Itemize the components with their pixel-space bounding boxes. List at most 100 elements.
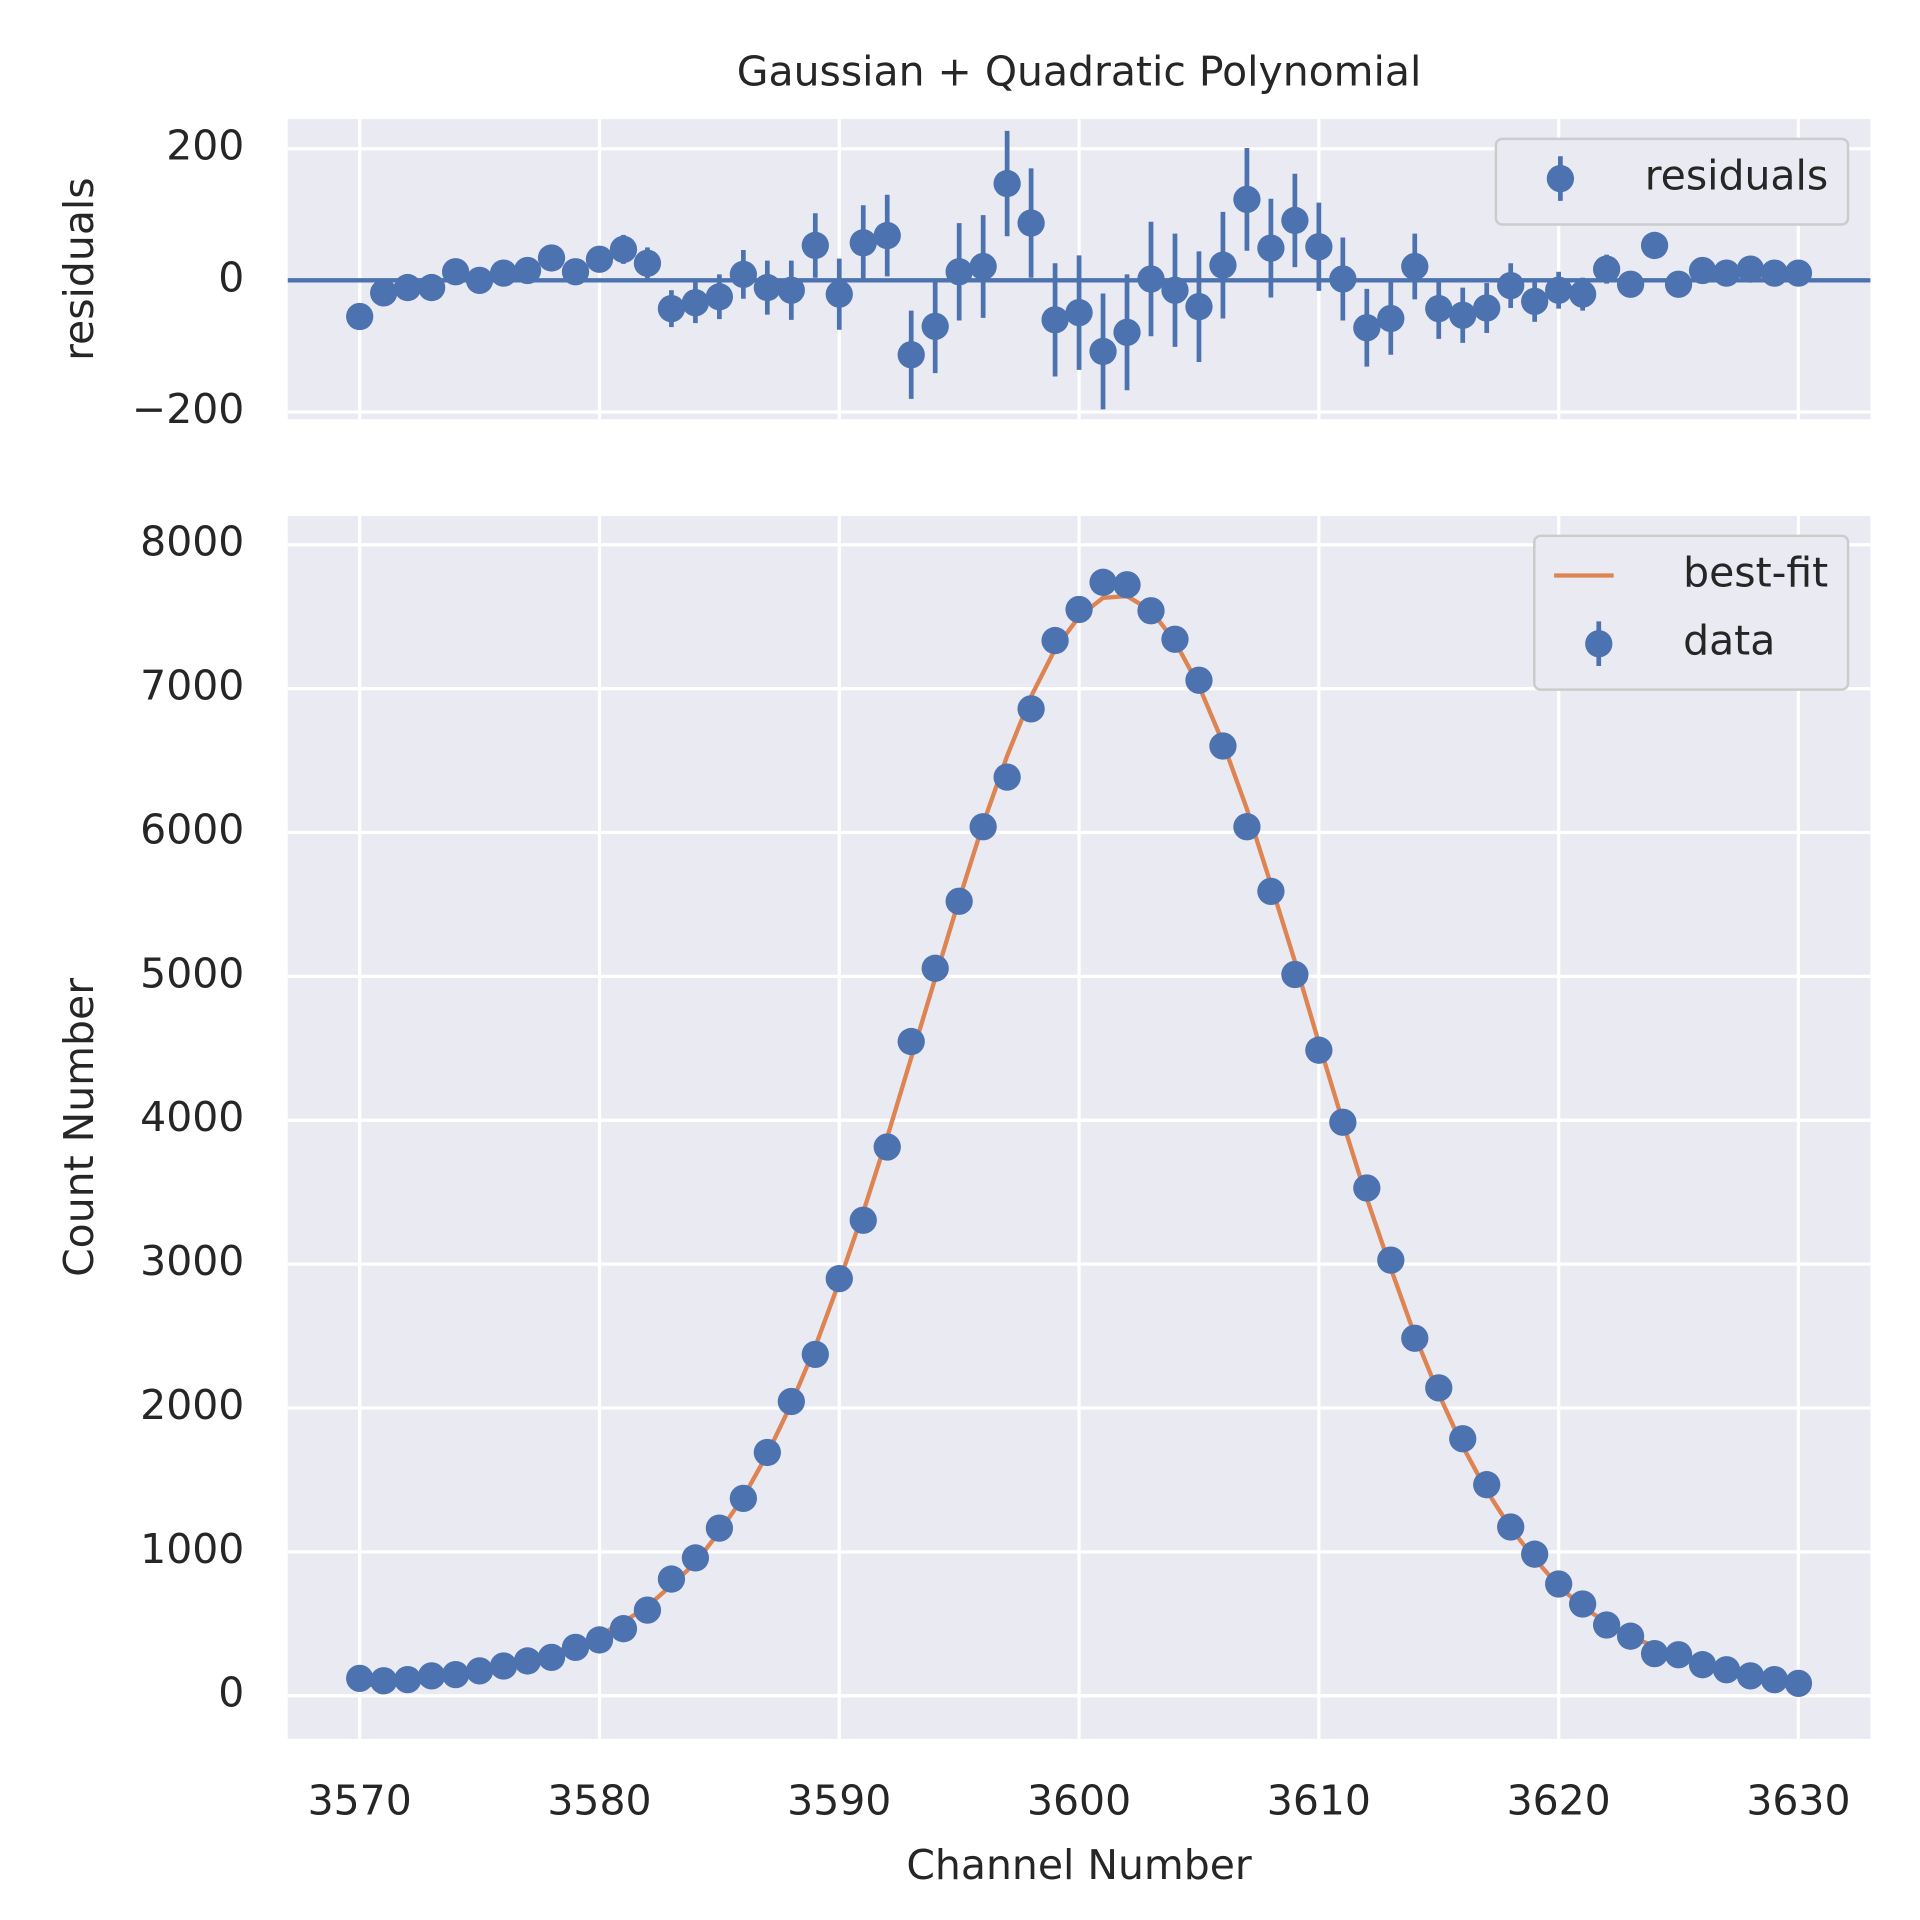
data-point bbox=[1545, 1570, 1573, 1598]
data-point bbox=[1545, 276, 1573, 304]
data-point bbox=[993, 169, 1021, 198]
data-point bbox=[1329, 265, 1357, 293]
data-point bbox=[513, 256, 542, 285]
data-point bbox=[1281, 960, 1309, 989]
y-tick-label: 0 bbox=[218, 1669, 244, 1717]
data-point bbox=[537, 244, 566, 272]
data-point bbox=[1257, 877, 1285, 905]
data-point bbox=[561, 258, 590, 286]
data-point bbox=[513, 1647, 542, 1675]
data-point bbox=[921, 312, 949, 341]
data-point bbox=[609, 235, 638, 264]
data-point bbox=[609, 1615, 638, 1643]
data-point bbox=[1089, 337, 1117, 366]
y-tick-label: 8000 bbox=[140, 518, 244, 566]
data-point bbox=[969, 252, 997, 281]
legend-swatch bbox=[1546, 164, 1575, 193]
data-point bbox=[753, 1438, 781, 1467]
data-point bbox=[417, 1662, 446, 1690]
data-point bbox=[1425, 294, 1453, 323]
legend-swatch bbox=[1585, 630, 1613, 658]
data-point bbox=[1401, 1324, 1429, 1352]
data-point bbox=[1664, 270, 1693, 298]
legend-label: best-fit bbox=[1683, 549, 1828, 597]
y-tick-label: 1000 bbox=[140, 1525, 244, 1573]
data-point bbox=[1568, 280, 1597, 308]
data-point bbox=[585, 245, 614, 273]
y-tick-label: 6000 bbox=[140, 805, 244, 853]
data-point bbox=[1736, 255, 1765, 283]
data-point bbox=[897, 341, 925, 369]
data-point bbox=[1784, 1669, 1813, 1698]
y-tick-label: 0 bbox=[218, 253, 244, 301]
data-point bbox=[370, 1667, 398, 1695]
data-point bbox=[1401, 252, 1429, 281]
data-point bbox=[1017, 209, 1045, 237]
data-point bbox=[1137, 265, 1165, 293]
data-point bbox=[1137, 597, 1165, 625]
data-point bbox=[801, 231, 829, 260]
chart-title: Gaussian + Quadratic Polynomial bbox=[737, 47, 1422, 95]
data-point bbox=[1233, 185, 1261, 214]
data-point bbox=[657, 294, 686, 323]
data-point bbox=[825, 1265, 853, 1293]
data-point bbox=[1521, 287, 1549, 316]
data-point bbox=[1473, 294, 1501, 322]
data-point bbox=[1041, 626, 1069, 655]
x-tick-label: 3590 bbox=[787, 1776, 891, 1824]
data-point bbox=[849, 229, 877, 257]
data-point bbox=[945, 887, 973, 915]
data-point bbox=[1592, 255, 1621, 283]
legend-label: data bbox=[1683, 617, 1775, 665]
data-point bbox=[897, 1027, 925, 1056]
y-tick-label: 2000 bbox=[140, 1381, 244, 1429]
data-point bbox=[465, 1657, 494, 1685]
data-point bbox=[1041, 306, 1069, 334]
data-point bbox=[1233, 813, 1261, 841]
data-point bbox=[1089, 568, 1117, 596]
data-point bbox=[1281, 206, 1309, 235]
x-tick-label: 3630 bbox=[1746, 1776, 1850, 1824]
data-point bbox=[489, 259, 518, 287]
data-point bbox=[633, 1596, 662, 1624]
data-point bbox=[1305, 233, 1333, 261]
y-tick-label: 3000 bbox=[140, 1237, 244, 1285]
data-point bbox=[657, 1565, 686, 1593]
data-point bbox=[1305, 1036, 1333, 1064]
data-point bbox=[1065, 595, 1093, 624]
x-tick-label: 3610 bbox=[1267, 1776, 1371, 1824]
data-point bbox=[1640, 231, 1669, 260]
data-point bbox=[1257, 234, 1285, 262]
data-point bbox=[705, 1514, 734, 1542]
y-tick-label: −200 bbox=[132, 385, 244, 433]
data-point bbox=[1712, 1656, 1741, 1684]
data-point bbox=[489, 1652, 518, 1680]
data-point bbox=[441, 258, 470, 286]
data-point bbox=[1449, 301, 1477, 329]
data-point bbox=[1712, 259, 1741, 287]
data-point bbox=[1353, 1174, 1381, 1202]
data-point bbox=[945, 258, 973, 286]
y-axis-label: residuals bbox=[55, 177, 103, 360]
x-tick-label: 3570 bbox=[308, 1776, 412, 1824]
data-point bbox=[1521, 1540, 1549, 1568]
legend-box bbox=[1494, 137, 1850, 226]
data-point bbox=[1616, 1622, 1645, 1650]
data-point bbox=[729, 260, 758, 289]
data-point bbox=[1568, 1590, 1597, 1618]
data-point bbox=[1449, 1425, 1477, 1453]
data-point bbox=[1688, 256, 1717, 285]
data-point bbox=[394, 1665, 422, 1694]
data-point bbox=[1017, 695, 1045, 723]
data-point bbox=[705, 283, 734, 311]
data-point bbox=[753, 273, 781, 302]
data-point bbox=[1688, 1651, 1717, 1679]
data-point bbox=[1377, 1246, 1405, 1274]
data-point bbox=[417, 273, 446, 302]
data-point bbox=[921, 954, 949, 982]
x-axis-label: Channel Number bbox=[906, 1841, 1252, 1889]
data-point bbox=[1760, 1665, 1789, 1694]
data-point bbox=[1353, 314, 1381, 342]
x-tick-label: 3620 bbox=[1507, 1776, 1611, 1824]
